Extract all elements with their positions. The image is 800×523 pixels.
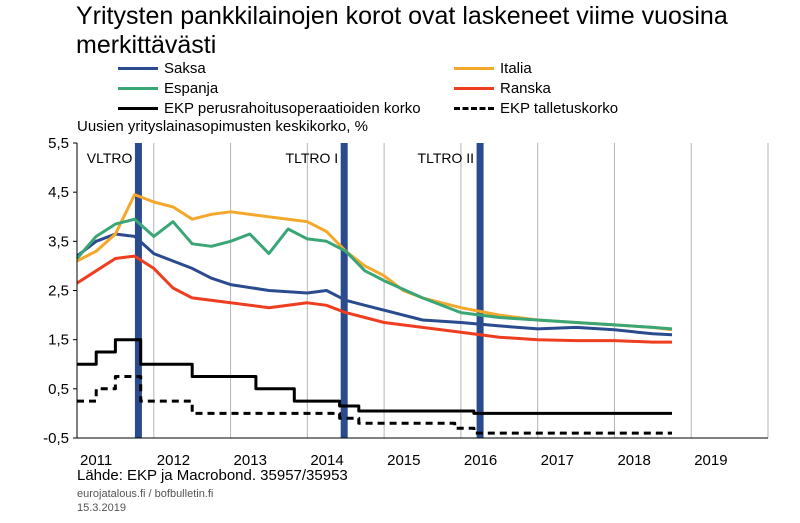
legend-label-italia: Italia xyxy=(500,59,532,77)
series-line-espanja xyxy=(75,217,673,331)
legend-item-italia: Italia xyxy=(454,58,532,78)
footer-date: 15.3.2019 xyxy=(77,502,126,514)
program-label: VLTRO xyxy=(87,150,133,166)
series-line-saksa xyxy=(76,232,673,337)
x-tick-label: 2014 xyxy=(310,452,343,469)
chart-subtitle: Uusien yrityslainasopimusten keskikorko,… xyxy=(77,118,368,135)
y-tick-label: 0,5 xyxy=(48,381,69,398)
x-tick-label: 2017 xyxy=(541,452,574,469)
legend-swatch-ranska xyxy=(454,86,494,90)
y-tick-label: 1,5 xyxy=(48,332,69,349)
x-tick-label: 2012 xyxy=(157,452,190,469)
x-tick-label: 2016 xyxy=(464,452,497,469)
series-line-ranska xyxy=(76,254,672,344)
legend-swatch-saksa xyxy=(118,66,158,70)
x-tick-label: 2011 xyxy=(80,452,112,469)
legend-label-saksa: Saksa xyxy=(164,59,206,77)
x-tick-label: 2013 xyxy=(234,452,267,469)
axis-layer: 5,5 4,5 3,5 2,5 1,5 0,5 -0,5 2011 2012 2013 2014 20… xyxy=(43,135,768,469)
y-tick-label: 4,5 xyxy=(48,184,69,201)
legend-label-ekp-perusrahoitus: EKP perusrahoitusoperaatioiden korko xyxy=(164,99,421,117)
legend-label-ekp-talletus: EKP talletuskorko xyxy=(500,99,619,117)
legend-label-espanja: Espanja xyxy=(164,79,219,97)
legend-item-ranska: Ranska xyxy=(454,78,551,98)
annotation-layer: VLTRO TLTRO I TLTRO II xyxy=(87,143,484,438)
source-note: Lähde: EKP ja Macrobond. 35957/35953 xyxy=(77,467,348,484)
legend-item-saksa: Saksa xyxy=(118,58,206,78)
series-line-italia xyxy=(76,193,673,332)
x-tick-label: 2019 xyxy=(694,452,727,469)
legend-swatch-espanja xyxy=(118,86,158,90)
program-label: TLTRO I xyxy=(286,150,339,166)
x-tick-label: 2015 xyxy=(387,452,420,469)
footer-site: eurojatalous.fi / bofbulletin.fi xyxy=(77,488,214,500)
legend-item-espanja: Espanja xyxy=(118,78,218,98)
legend-swatch-italia xyxy=(454,66,494,70)
legend-item-ekp-talletus: EKP talletuskorko xyxy=(454,98,618,118)
series-layer xyxy=(75,193,673,435)
y-tick-label: 2,5 xyxy=(48,283,69,300)
y-tick-label: 3,5 xyxy=(48,233,69,250)
series-line-ekp xyxy=(77,375,672,435)
series-line-ekp xyxy=(77,338,672,415)
program-label: TLTRO II xyxy=(418,150,475,166)
y-tick-label: -0,5 xyxy=(43,430,69,447)
x-tick-label: 2018 xyxy=(617,452,650,469)
legend-label-ranska: Ranska xyxy=(500,79,551,97)
legend-swatch-ekp-perusrahoitus xyxy=(118,106,158,110)
legend-item-ekp-perusrahoitus: EKP perusrahoitusoperaatioiden korko xyxy=(118,98,421,118)
y-tick-label: 5,5 xyxy=(48,135,69,152)
chart-title: Yritysten pankkilainojen korot ovat lask… xyxy=(76,2,728,59)
legend-swatch-ekp-talletus xyxy=(454,106,494,110)
